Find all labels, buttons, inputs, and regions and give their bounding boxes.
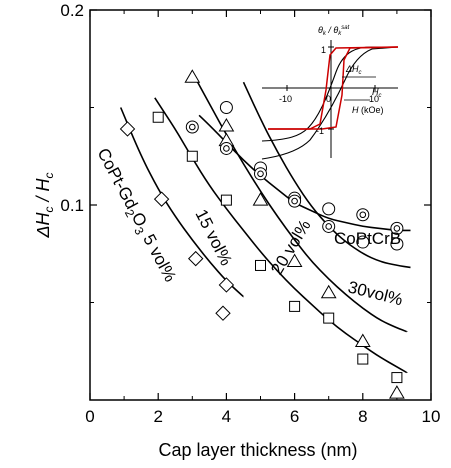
x-tick-label: 2 xyxy=(153,407,162,426)
y-axis-title-h2: H xyxy=(33,177,53,191)
inset-ticks xyxy=(286,46,376,130)
marker-square xyxy=(357,353,369,365)
marker-circle-dot xyxy=(254,167,267,181)
y-tick-label: 0.2 xyxy=(60,1,84,20)
inset-xlabel: H (kOe) xyxy=(352,105,384,115)
x-tick-label: 8 xyxy=(358,407,367,426)
x-tick-label: 0 xyxy=(85,407,94,426)
y-axis-title-sub: c xyxy=(42,206,56,212)
label-coptcrb: CoPtCrB xyxy=(334,229,401,248)
x-tick-label: 4 xyxy=(222,407,231,426)
fit-curve-square xyxy=(154,97,408,374)
y-axis-title-sub2: c xyxy=(42,172,56,178)
marker-triangle xyxy=(354,333,371,347)
marker-circle-dot xyxy=(185,120,199,134)
marker-triangle xyxy=(252,192,269,206)
marker-circle xyxy=(390,237,404,251)
marker-circle-dot-inner xyxy=(359,211,367,219)
inset-major-loop-lower xyxy=(261,46,399,160)
y-axis-title-h: H xyxy=(33,211,53,225)
marker-square xyxy=(323,312,335,324)
marker-diamond xyxy=(215,305,231,321)
marker-diamond xyxy=(218,277,235,293)
y-axis-title-delta: Δ xyxy=(33,225,53,238)
marker-circle-dot-inner xyxy=(393,225,401,232)
marker-diamond xyxy=(153,191,170,207)
y-tick-label: 0.1 xyxy=(60,196,84,215)
inset-hysteresis: θk / θksat 1 -1 -10 0 10 ΔHc Hc H (kOe) xyxy=(261,25,399,160)
inset-ylabel: θk / θksat xyxy=(318,25,350,37)
marker-circle-dot-inner xyxy=(291,197,298,205)
marker-triangle xyxy=(389,385,405,399)
x-tick-label: 10 xyxy=(422,407,441,426)
label-30vol: 30vol% xyxy=(346,277,405,309)
y-axis-title-slash: / xyxy=(33,191,53,206)
marker-square xyxy=(152,111,164,123)
marker-circle-dot xyxy=(390,221,404,235)
marker-circle-dot xyxy=(322,219,336,233)
marker-triangle xyxy=(218,118,235,132)
y-axis-title: ΔHc / Hc xyxy=(33,172,56,238)
data-markers xyxy=(119,69,405,399)
marker-circle-dot xyxy=(219,141,233,155)
inset-tick-neg1: -1 xyxy=(316,126,324,136)
marker-square xyxy=(186,150,198,162)
inset-dhc-label: ΔHc xyxy=(345,64,362,76)
marker-circle-dot-inner xyxy=(325,223,333,230)
marker-triangle xyxy=(184,69,201,83)
inset-tick-0: 0 xyxy=(326,94,331,104)
marker-circle xyxy=(322,202,336,216)
marker-diamond xyxy=(188,250,204,267)
marker-diamond xyxy=(119,121,136,137)
label-5vol: CoPt-Gd2O3 5 vol% xyxy=(91,145,180,286)
marker-square xyxy=(391,372,403,384)
inset-minor-loop-lower xyxy=(268,46,399,130)
x-tick-label: 6 xyxy=(290,407,299,426)
inset-tick-neg10: -10 xyxy=(279,94,292,104)
marker-circle-dot-inner xyxy=(223,145,230,152)
inset-tick-10: 10 xyxy=(369,94,379,104)
marker-circle-dot-inner xyxy=(189,123,196,131)
label-20vol: 20 vol% xyxy=(267,216,314,278)
marker-circle-dot-inner xyxy=(257,170,264,178)
marker-triangle xyxy=(286,253,303,268)
marker-square xyxy=(220,194,232,206)
fit-curves xyxy=(119,72,411,374)
axis-ticks xyxy=(89,9,432,400)
marker-circle-dot xyxy=(288,194,302,208)
x-axis-title: Cap layer thickness (nm) xyxy=(158,440,357,460)
inset-tick-1: 1 xyxy=(321,45,326,55)
marker-circle xyxy=(219,101,233,114)
marker-triangle xyxy=(320,284,337,299)
marker-square xyxy=(255,259,266,271)
inset-hc-label: Hc xyxy=(372,87,382,99)
marker-circle xyxy=(356,235,370,249)
marker-circle-dot xyxy=(356,208,370,222)
tick-labels: 0 2 4 6 8 100.10.2 xyxy=(60,1,440,426)
marker-square xyxy=(289,300,301,312)
